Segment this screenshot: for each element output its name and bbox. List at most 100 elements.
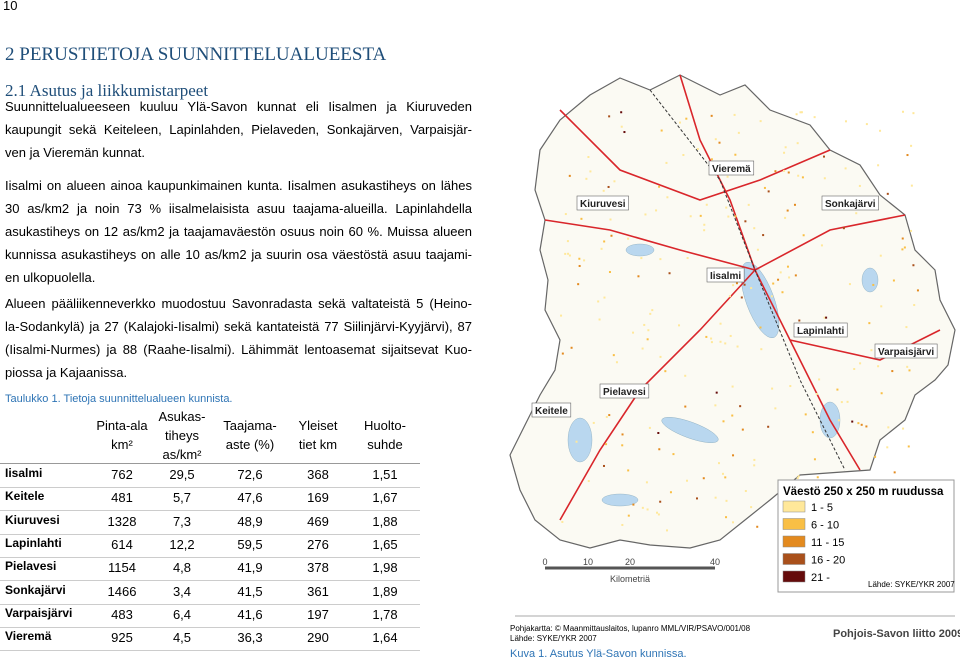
- place-name: Keitele: [535, 406, 568, 417]
- dot: [659, 258, 662, 261]
- dot: [777, 278, 780, 281]
- dot: [737, 131, 740, 134]
- dot: [717, 462, 720, 465]
- dot: [858, 184, 861, 187]
- dot: [874, 455, 877, 458]
- place-name: Varpaisjärvi: [878, 347, 934, 358]
- credit: Pohjakartta: © Maanmittauslaitos, lupanr…: [510, 624, 751, 633]
- dot: [796, 477, 799, 480]
- cell: 469: [307, 513, 329, 529]
- dot: [598, 318, 601, 321]
- cell: 1,65: [372, 536, 398, 552]
- region-outline: [509, 74, 956, 549]
- rule: [0, 487, 420, 488]
- column-header: Yleiset: [298, 418, 338, 433]
- dot: [678, 324, 681, 327]
- dot: [728, 295, 731, 298]
- dot: [910, 184, 913, 187]
- dot: [660, 129, 663, 132]
- dot: [879, 254, 882, 257]
- text-line: (Iisalmi-Nurmes) ja 88 (Raahe-Iisalmi). …: [5, 342, 472, 357]
- dot: [719, 340, 722, 343]
- dot: [607, 185, 610, 188]
- dot: [621, 523, 624, 526]
- legend-swatch: [782, 553, 806, 565]
- dot: [646, 508, 649, 511]
- dot: [658, 448, 661, 451]
- dot: [718, 141, 721, 144]
- dot: [879, 129, 882, 132]
- row-name: Vieremä: [5, 629, 52, 644]
- dot: [783, 151, 786, 154]
- dot: [648, 426, 651, 429]
- dot: [886, 446, 889, 449]
- dot: [724, 342, 727, 345]
- cell: 1,51: [372, 467, 398, 482]
- dot: [767, 425, 770, 428]
- cell: 378: [307, 560, 329, 576]
- legend-swatch: [782, 570, 806, 583]
- column-header: tiet km: [298, 437, 338, 452]
- dot: [735, 282, 738, 285]
- text-line: piossa ja Kajaanissa.: [5, 365, 128, 380]
- dot: [795, 113, 798, 116]
- dot: [842, 227, 845, 230]
- dot: [855, 212, 858, 215]
- row-name: Varpaisjärvi: [5, 605, 73, 620]
- column-header: km²: [111, 437, 133, 452]
- cell: 41,9: [237, 560, 263, 576]
- dot: [696, 147, 699, 150]
- rule: [0, 463, 420, 464]
- dot: [669, 491, 672, 494]
- dot: [844, 120, 847, 123]
- cell: 197: [307, 606, 329, 622]
- rule: [0, 510, 420, 512]
- dot: [705, 203, 708, 206]
- dot: [741, 428, 744, 431]
- dot: [570, 346, 573, 349]
- dot: [666, 529, 669, 532]
- dot: [645, 481, 648, 484]
- legend-swatch: [782, 500, 806, 513]
- cell: 290: [307, 630, 329, 646]
- dot: [886, 192, 889, 195]
- dot: [568, 254, 571, 257]
- cell: 481: [111, 490, 133, 506]
- dot: [602, 189, 605, 192]
- dot: [578, 257, 581, 260]
- label-box: [874, 343, 938, 359]
- dot: [767, 190, 770, 193]
- dot: [732, 454, 735, 457]
- place-name: Sonkajärvi: [825, 199, 876, 210]
- dot: [786, 265, 789, 268]
- dot: [710, 337, 713, 340]
- dot: [561, 352, 564, 355]
- dot: [621, 444, 624, 447]
- dot: [906, 365, 909, 368]
- dot: [710, 158, 713, 161]
- text-line: en ulkopuolella.: [5, 270, 96, 285]
- dot: [853, 367, 856, 370]
- legend-box: [777, 479, 955, 593]
- cell: 41,6: [237, 606, 263, 622]
- column-header: Pinta-ala: [96, 418, 148, 433]
- cell: 483: [111, 606, 133, 622]
- dot: [627, 514, 630, 517]
- dot: [627, 237, 630, 240]
- text-line: 30 as/km2 ja noin 73 % iisalmelaisista a…: [5, 201, 472, 216]
- dot: [597, 300, 600, 303]
- dot: [781, 291, 784, 294]
- dot: [605, 443, 608, 446]
- cell: 12,2: [169, 536, 195, 552]
- dot: [632, 331, 635, 334]
- label-box: [576, 195, 629, 211]
- cell: 48,9: [237, 513, 263, 529]
- dot: [567, 252, 570, 255]
- dot: [916, 289, 919, 292]
- dot: [901, 248, 904, 251]
- column-header: Taajama-: [223, 418, 277, 433]
- dot: [578, 264, 581, 267]
- dot: [813, 458, 816, 461]
- dot: [732, 521, 735, 524]
- legend-label: 21 -: [811, 572, 830, 584]
